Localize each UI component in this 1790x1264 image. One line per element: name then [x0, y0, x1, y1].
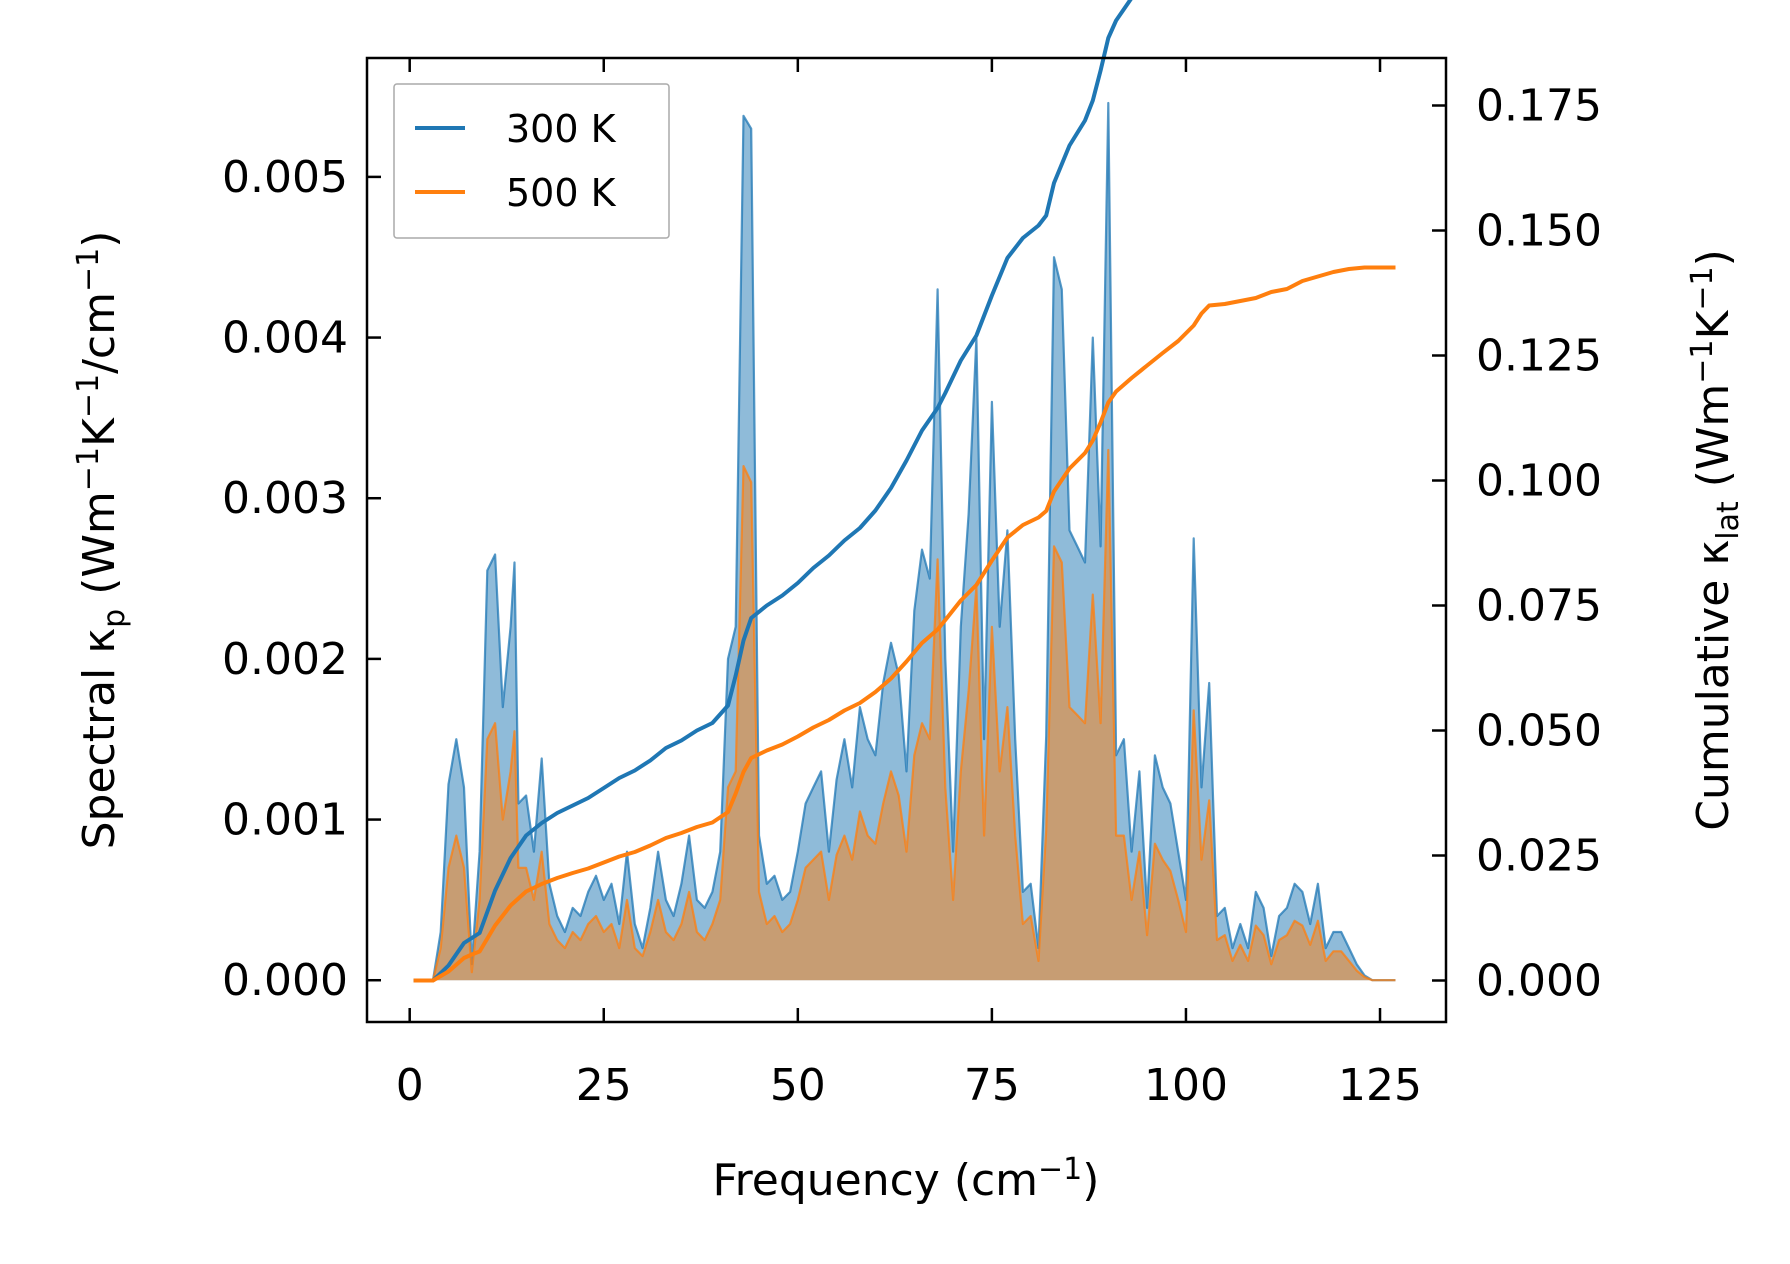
x-tick-label: 25	[576, 1060, 632, 1111]
y-left-tick-label: 0.004	[222, 313, 348, 364]
axis-ticks: 0 25 50 75 100 125 0.000 0.001 0.002 0.003 0.004 0.…	[222, 58, 1602, 1111]
spectral-line-500k	[413, 448, 1396, 982]
y-right-tick-label: 0.025	[1476, 831, 1602, 882]
spectral-area-500k	[413, 450, 1396, 981]
legend-box	[393, 83, 670, 239]
spectral-line-300k	[413, 101, 1396, 982]
y-left-tick-label: 0.005	[222, 152, 348, 203]
y-right-tick-label: 0.175	[1476, 81, 1602, 132]
x-axis-title: Frequency (cm−1)	[713, 1152, 1100, 1206]
left-axis-title: Spectral κp (Wm−1K−1/cm−1)	[71, 231, 132, 850]
legend-label-500k: 500 K	[506, 171, 617, 215]
legend-label-300k: 300 K	[506, 107, 617, 151]
y-right-tick-label: 0.150	[1476, 206, 1602, 257]
y-right-tick-label: 0.075	[1476, 581, 1602, 632]
y-right-tick-label: 0.100	[1476, 456, 1602, 507]
x-tick-label: 125	[1338, 1060, 1422, 1111]
y-right-tick-label: 0.050	[1476, 706, 1602, 757]
y-left-tick-label: 0.002	[222, 634, 348, 685]
y-left-tick-label: 0.000	[222, 955, 348, 1006]
plot-area	[413, 0, 1396, 983]
plot-frame	[365, 56, 1448, 1024]
x-tick-label: 75	[964, 1060, 1020, 1111]
cumulative-line-500k	[413, 265, 1396, 983]
y-left-tick-label: 0.001	[222, 795, 348, 846]
x-tick-label: 100	[1144, 1060, 1228, 1111]
x-tick-label: 0	[396, 1060, 424, 1111]
right-axis-title: Cumulative κlat (Wm−1K−1)	[1685, 249, 1746, 831]
cumulative-line-300k	[413, 0, 1133, 983]
y-left-tick-label: 0.003	[222, 473, 348, 524]
y-right-tick-label: 0.125	[1476, 331, 1602, 382]
y-right-tick-label: 0.000	[1476, 956, 1602, 1007]
x-tick-label: 50	[770, 1060, 826, 1111]
legend: 300 K 500 K	[393, 83, 670, 239]
